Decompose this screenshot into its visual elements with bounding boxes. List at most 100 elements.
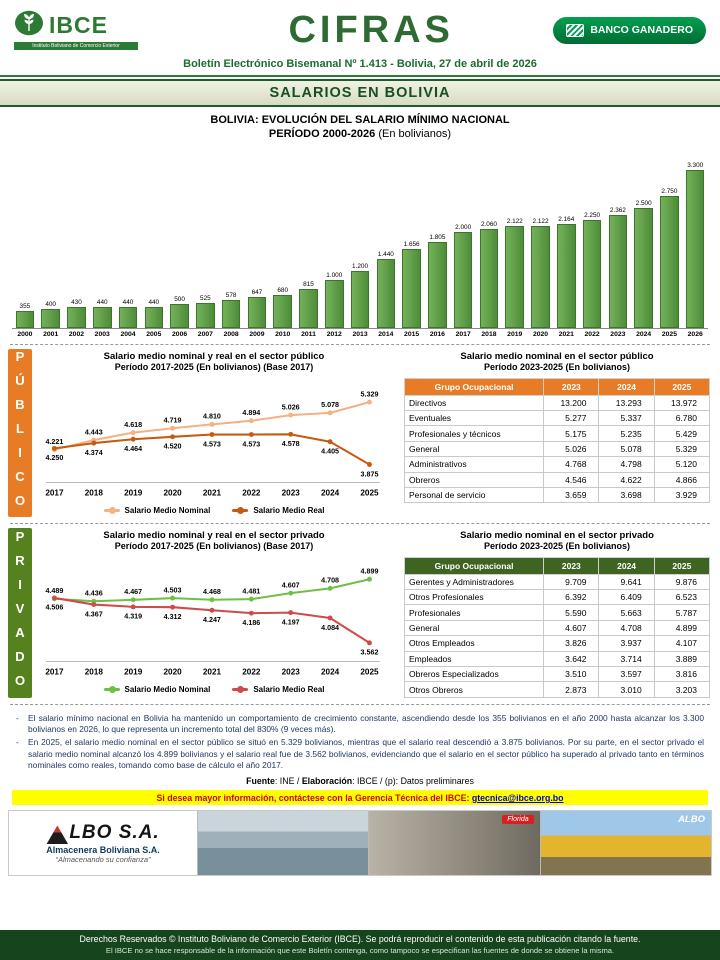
svg-text:4.367: 4.367 <box>85 610 103 618</box>
bar: 500 <box>167 148 193 328</box>
svg-text:2025: 2025 <box>360 488 379 497</box>
table-row: Profesionales y técnicos 5.175 5.235 5.429 <box>403 425 711 442</box>
table-header-cell: 2023 <box>543 556 600 575</box>
svg-text:2023: 2023 <box>282 488 301 497</box>
table-row: Empleados 3.642 3.714 3.889 <box>403 650 711 667</box>
svg-text:4.464: 4.464 <box>124 445 142 453</box>
table-row: Obreros Especializados 3.510 3.597 3.816 <box>403 665 711 683</box>
note-2: - En 2025, el salario medio nominal en e… <box>16 737 704 771</box>
bar-chart-title: BOLIVIA: EVOLUCIÓN DEL SALARIO MÍNIMO NA… <box>0 113 720 142</box>
bar-year-label: 2018 <box>481 330 497 338</box>
table-row: Otros Obreros 2.873 3.010 3.203 <box>403 681 711 698</box>
banco-ganadero-label: BANCO GANADERO <box>590 24 693 36</box>
bar: 1.000 <box>321 148 347 328</box>
ibce-logo: IBCE Instituto Boliviano de Comercio Ext… <box>14 10 189 50</box>
private-table-block: Salario medio nominal en el sector priva… <box>396 528 712 698</box>
private-section: PRIVADO Salario medio nominal y real en … <box>8 527 712 698</box>
table-row: Otros Profesionales 6.392 6.409 6.523 <box>403 589 711 606</box>
bar: 2.750 <box>657 148 683 328</box>
bar: 2.250 <box>579 148 605 328</box>
table-header-cell: Grupo Ocupacional <box>403 377 545 396</box>
bar: 400 <box>38 148 64 328</box>
bar: 440 <box>141 148 167 328</box>
bar-chart-years: 2000 2001 2002 2003 2004 2005 2006 2007 2008 2009… <box>12 331 708 338</box>
bar: 2.122 <box>502 148 528 328</box>
bar-year-label: 2026 <box>687 330 703 338</box>
ad-photos: Florida ALBO <box>197 811 711 876</box>
svg-text:4.899: 4.899 <box>361 567 379 575</box>
svg-text:4.503: 4.503 <box>164 586 182 594</box>
bar-year-label: 2017 <box>455 330 471 338</box>
svg-text:4.489: 4.489 <box>45 587 63 595</box>
svg-text:4.468: 4.468 <box>203 588 221 596</box>
svg-text:3.875: 3.875 <box>361 470 379 478</box>
banco-ganadero-button[interactable]: BANCO GANADERO <box>553 16 706 44</box>
bar: 1.200 <box>347 148 373 328</box>
albo-triangle-logo-icon <box>46 825 69 845</box>
contact-email-link[interactable]: gtecnica@ibce.org.bo <box>471 792 564 803</box>
svg-text:5.078: 5.078 <box>321 401 339 409</box>
svg-text:4.481: 4.481 <box>242 587 260 595</box>
svg-text:2022: 2022 <box>242 488 261 497</box>
note-1: - El salario mínimo nacional en Bolivia … <box>16 712 704 735</box>
table-row: Profesionales 5.590 5.663 5.787 <box>403 604 711 621</box>
table-row: Otros Empleados 3.826 3.937 4.107 <box>403 635 711 652</box>
svg-text:4.221: 4.221 <box>45 438 63 446</box>
bar: 440 <box>89 148 115 328</box>
svg-text:2025: 2025 <box>360 667 379 676</box>
bar: 578 <box>218 148 244 328</box>
svg-text:4.186: 4.186 <box>242 619 260 627</box>
bar-chart-title-line1: BOLIVIA: EVOLUCIÓN DEL SALARIO MÍNIMO NA… <box>210 114 510 126</box>
ad-photo-storage: Florida <box>368 811 540 876</box>
private-wage-table: Grupo Ocupacional 2023 2024 2025 Gerentes y … <box>403 556 711 698</box>
bar-year-label: 2020 <box>532 330 549 338</box>
public-chart-subtitle: Período 2017-2025 (En bolivianos) (Base … <box>114 362 314 373</box>
bar-year-label: 2009 <box>249 330 265 338</box>
table-row: Directivos 13.200 13.293 13.972 <box>403 394 711 412</box>
public-table-subtitle: Período 2023-2025 (En bolivianos) <box>483 362 631 373</box>
public-line-chart: 4.221 4.443 4.618 4.719 4.810 4.894 5.026 5.078… <box>36 374 392 505</box>
bar-year-label: 2004 <box>120 330 136 338</box>
svg-text:2020: 2020 <box>163 667 182 676</box>
table-header-cell: 2025 <box>653 556 711 575</box>
table-row: Obreros 4.546 4.622 4.866 <box>403 471 711 488</box>
private-table-title: Salario medio nominal en el sector priva… <box>460 529 654 541</box>
svg-text:5.026: 5.026 <box>282 403 300 411</box>
florida-tag: Florida <box>502 815 534 825</box>
bar: 3.300 <box>682 148 708 328</box>
svg-text:4.520: 4.520 <box>164 442 182 450</box>
bar: 1.440 <box>373 148 399 328</box>
svg-text:4.810: 4.810 <box>203 412 221 420</box>
public-table-block: Salario medio nominal en el sector públi… <box>396 349 712 517</box>
public-side-band: PÚBLICO <box>8 348 32 517</box>
bar-year-label: 2007 <box>197 330 213 338</box>
svg-text:4.618: 4.618 <box>124 421 142 429</box>
bullet-dash: - <box>16 712 19 723</box>
bar-year-label: 2002 <box>68 330 85 338</box>
contact-band: Si desea mayor información, contáctese c… <box>12 790 708 806</box>
bar: 815 <box>296 148 322 328</box>
legend-item: Salario Medio Nominal <box>103 685 210 694</box>
svg-text:2019: 2019 <box>124 667 143 676</box>
table-row: Gerentes y Administradores 9.709 9.641 9.87… <box>403 573 711 591</box>
public-table-title: Salario medio nominal en el sector públi… <box>460 350 654 362</box>
svg-text:2024: 2024 <box>321 488 340 497</box>
bar: 525 <box>192 148 218 328</box>
bar: 2.164 <box>553 148 579 328</box>
svg-text:2022: 2022 <box>242 667 261 676</box>
ad-photo-forklift: ALBO <box>539 811 711 876</box>
albo-slogan: “Almacenando su confianza” <box>55 855 151 865</box>
table-row: General 5.026 5.078 5.329 <box>403 440 711 458</box>
albo-ad-banner[interactable]: LBO S.A. Almacenera Boliviana S.A. “Alma… <box>8 810 712 877</box>
header: IBCE Instituto Boliviano de Comercio Ext… <box>0 0 720 56</box>
svg-text:4.250: 4.250 <box>45 454 63 462</box>
svg-text:4.443: 4.443 <box>85 428 103 436</box>
table-row: Eventuales 5.277 5.337 6.780 <box>403 410 711 427</box>
ibce-logo-text: IBCE <box>49 12 108 38</box>
bar-year-label: 2013 <box>352 330 368 338</box>
svg-text:2018: 2018 <box>85 488 104 497</box>
bar-year-label: 2021 <box>558 330 574 338</box>
ibce-logo-icon <box>14 10 44 41</box>
bar-year-label: 2006 <box>172 330 188 338</box>
